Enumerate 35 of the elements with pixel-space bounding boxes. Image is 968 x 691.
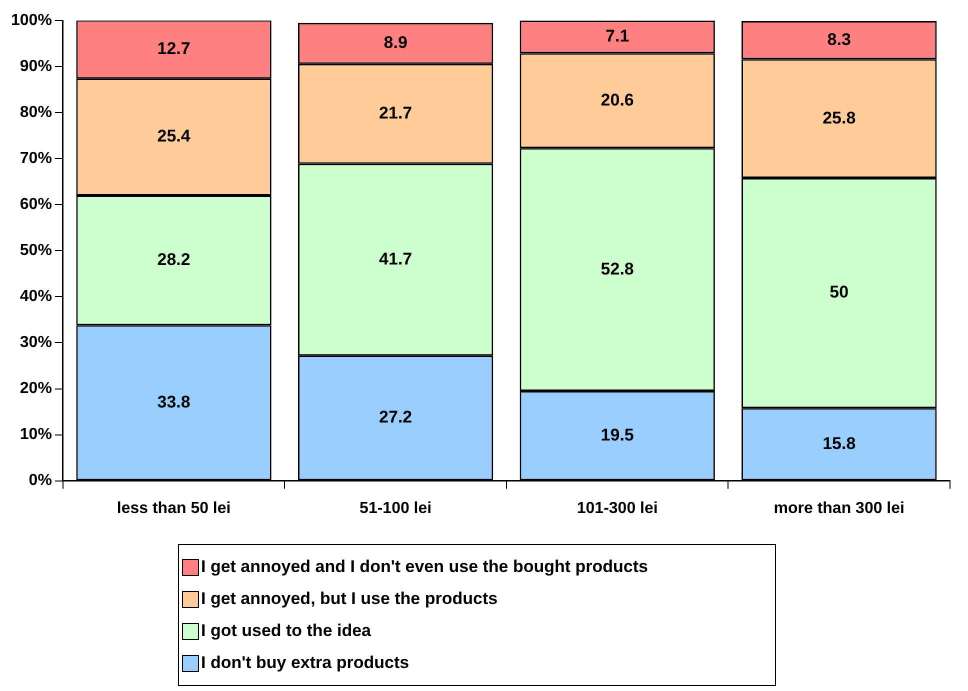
- data-label: 28.2: [157, 250, 190, 270]
- data-label: 41.7: [379, 249, 412, 268]
- data-label: 52.8: [600, 259, 634, 278]
- legend-label: I got used to the idea: [201, 621, 372, 641]
- y-tick-label: 40%: [20, 288, 52, 306]
- y-tick-label: 50%: [20, 242, 52, 260]
- y-tick-label: 100%: [11, 12, 52, 30]
- data-label: 50: [830, 282, 849, 302]
- data-label: 21.7: [379, 103, 412, 122]
- legend-label: I get annoyed and I don't even use the bought products: [201, 557, 648, 577]
- x-tick-label: more than 300 lei: [774, 500, 904, 517]
- y-tick-label: 90%: [20, 58, 52, 76]
- x-tick-label: 51-100 lei: [360, 500, 432, 517]
- x-tick-label: less than 50 lei: [116, 500, 231, 517]
- data-label: 19.5: [600, 425, 634, 444]
- data-label: 8.3: [827, 30, 851, 49]
- data-label: 7.1: [606, 26, 630, 46]
- data-label: 8.9: [384, 33, 408, 52]
- y-tick-label: 70%: [20, 150, 52, 168]
- data-label: 25.8: [822, 108, 856, 128]
- x-tick-label: 101-300 lei: [576, 500, 658, 517]
- y-tick-label: 0%: [28, 472, 52, 490]
- y-tick-label: 60%: [20, 196, 52, 214]
- y-tick-label: 80%: [20, 104, 52, 122]
- data-label: 20.6: [600, 90, 634, 110]
- y-tick-label: 30%: [20, 334, 52, 352]
- y-tick-label: 20%: [20, 380, 52, 398]
- data-label: 15.8: [822, 434, 856, 453]
- legend-label: I don't buy extra products: [201, 653, 410, 673]
- y-tick-label: 10%: [20, 426, 52, 444]
- data-label: 27.2: [379, 408, 412, 427]
- data-label: 25.4: [157, 126, 191, 146]
- data-label: 12.7: [157, 39, 190, 58]
- data-label: 33.8: [157, 392, 190, 412]
- legend-label: I get annoyed, but I use the products: [201, 589, 498, 609]
